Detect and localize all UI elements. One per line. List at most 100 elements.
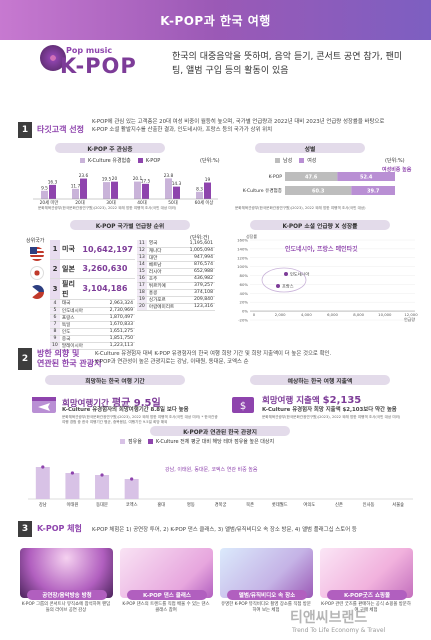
x-tick-label: 20세 미만	[40, 199, 59, 205]
x-tick-label: 60세 이상	[195, 199, 214, 205]
rank-value: 1,223,113	[95, 342, 135, 350]
x-tick-label: 10,000	[378, 312, 392, 317]
x-tick-label: 20대	[75, 199, 84, 205]
section-title: K-POP 체험	[37, 524, 82, 533]
x-tick-label: 0	[253, 312, 256, 317]
x-tick-label: 2,000	[275, 312, 286, 317]
x-tick-label: 이태원	[66, 501, 78, 508]
x-tick-label: 6,000	[327, 312, 338, 317]
headline-value: 평균 9.5일	[111, 398, 161, 409]
rank-country: 베트남	[146, 261, 183, 269]
age-bar	[165, 178, 172, 199]
gender-chart-unit: (단위:%)	[385, 158, 405, 164]
scatter-title: K-POP 소셜 언급량 X 성장률	[250, 220, 390, 230]
rank-row: 8 인도 1,651,275	[50, 328, 135, 336]
rank-value: 1,870,497	[95, 314, 135, 322]
card-desc-goods: K-POP 관련 굿즈를 판매하는 공식 쇼핑몰 방문하여 구매 체험	[321, 602, 411, 613]
legend-swatch	[120, 439, 125, 444]
x-tick-label: 동대문	[96, 501, 108, 508]
rank-number: 9	[50, 335, 60, 343]
rank-table-rest: 4 태국 2,963,324 5 인도네시아 2,730,969 6 프랑스 1,870,497…	[50, 300, 135, 350]
age-bar	[196, 191, 203, 199]
scatter-point	[284, 272, 288, 276]
spend-title: 예상하는 한국 여행 지출액	[250, 375, 390, 385]
section-number: 2	[18, 348, 32, 370]
rank-country: 독일	[59, 321, 96, 329]
vinyl-disc-icon	[40, 45, 66, 71]
rank-value: 3,260,630	[80, 259, 135, 279]
headline-label: 희망여행기간	[62, 399, 112, 409]
card-desc-mv: 유명한 K-POP 뮤직비디오 촬영 장소를 직접 방문하여 보는 체험	[221, 602, 311, 613]
philippines-flag-icon	[30, 285, 44, 299]
rank-value: 2,730,969	[95, 307, 135, 315]
rank-value: 209,840	[182, 296, 215, 304]
legend-label: 점유율	[128, 439, 142, 445]
legend-swatch	[275, 158, 280, 163]
y-tick-label: 160%	[237, 238, 248, 243]
desc-line: K-POP과 연관성이 높은 관광지로는 강남, 이태원, 동대문, 코엑스 순	[95, 359, 249, 365]
rank-value: 379,257	[182, 282, 215, 290]
scatter-callout: 인도네시아, 프랑스 메인타깃	[285, 246, 358, 253]
bar-value-label: 17.5	[141, 178, 151, 184]
legend-label: K-Culture 유경험층	[88, 158, 131, 164]
rank-country: 태국	[59, 300, 96, 308]
rank-country: 영국	[146, 240, 183, 248]
rank-value: 1,195,601	[182, 240, 215, 248]
rank-number: 20	[137, 303, 147, 311]
x-tick-label: 강남	[39, 501, 47, 508]
logo-subtitle: Pop music	[66, 46, 113, 55]
x-tick-label: 4,000	[301, 312, 312, 317]
rank-country: 인도	[59, 328, 96, 336]
rank-row: 6 프랑스 1,870,497	[50, 314, 135, 322]
card-label-goods: K-POP굿즈 쇼핑몰	[327, 590, 407, 600]
rank-country: 싱가포르	[146, 296, 183, 304]
watermark-logo: 티앤씨브랜드	[290, 610, 368, 626]
rank-country: 홍콩	[146, 289, 183, 297]
rank-value: 374,108	[182, 289, 215, 297]
bar-value-label: 20	[112, 176, 118, 182]
tour-legend: 점유율 K-Culture 전체 평균 대비 해당 테마 점유율 높은 대상지	[120, 438, 274, 445]
rank-value: 3,104,186	[80, 278, 135, 300]
y-axis-title: 성장률	[246, 233, 257, 239]
gender-bar	[285, 172, 338, 181]
desc-line: K-Culture 유경험자 대비 K-POP 유경험자의 한국 여행 희망 기…	[95, 351, 332, 357]
bar-value-label: 14.3	[172, 181, 182, 187]
bar-value-label: 11.7	[71, 183, 81, 189]
x-tick-label: 서울숲	[392, 501, 404, 508]
x-tick-label: 명동	[187, 501, 195, 508]
spend-headline: 희망여행 지출액 $2,135	[262, 394, 361, 406]
section-2-header: 2 방한 의향 및 연관된 한국 관광지	[18, 348, 101, 370]
age-chart-legend: K-Culture 유경험층 K-POP	[80, 157, 160, 164]
rank-country: 필리핀	[60, 278, 81, 300]
section-2-desc: K-Culture 유경험자 대비 K-POP 유경험자의 한국 여행 희망 기…	[95, 350, 425, 366]
rank-row: 10 말레이시아 1,223,113	[50, 342, 135, 350]
tour-highlight-dot	[70, 471, 75, 475]
rank-number: 2	[50, 259, 60, 279]
gender-bar-chart: K-POP 47.6 52.4 K-Culture 유경험층 60.3 39.7	[243, 172, 395, 195]
rank-number: 10	[50, 342, 60, 350]
rank-number: 12	[137, 247, 147, 255]
intro-text: 한국의 대중음악을 뜻하며, 음악 듣기, 콘서트 공연 참가, 팬미팅, 앨범…	[172, 52, 403, 76]
headline-label: 희망여행 지출액	[262, 396, 323, 406]
y-tick-label: 60%	[240, 282, 249, 287]
rank-row: 1 미국 10,642,197	[50, 240, 135, 260]
rank-row: 11 영국 1,195,601	[137, 240, 215, 248]
section-title-line: 방한 의향 및	[37, 349, 80, 358]
rank-country: 아랍에미리트	[146, 303, 183, 311]
rank-country: 캐나다	[146, 247, 183, 255]
rank-country: 러시아	[146, 268, 183, 276]
legend-swatch	[299, 158, 305, 163]
card-label-mv: 앨범/뮤직비디오 속 장소	[227, 590, 307, 600]
card-label-concert: 공연장/음악방송 방청	[27, 590, 107, 600]
rank-number: 17	[137, 282, 147, 290]
x-tick-label: 신촌	[335, 501, 343, 508]
legend-swatch	[147, 439, 153, 444]
tour-bar	[65, 473, 80, 499]
trip-duration-note: 문화체육관광부(한국문화관광연구원)(2023), 2022 외래 방한 여행객…	[62, 415, 218, 424]
highlight-ellipse	[261, 267, 307, 293]
section-number: 3	[18, 521, 32, 537]
bar-value-label: 52.4	[360, 174, 373, 180]
x-tick-label: 30대	[106, 199, 115, 205]
usa-flag-icon	[30, 247, 44, 261]
y-tick-label: 100%	[237, 264, 248, 269]
